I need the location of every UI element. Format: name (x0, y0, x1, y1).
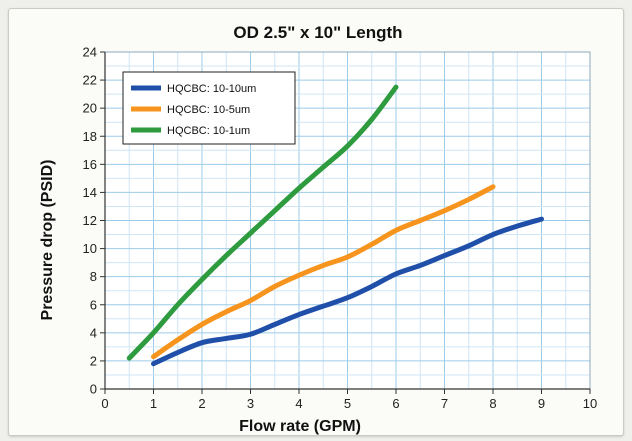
series-layer (126, 84, 544, 367)
series-line-1 (151, 216, 544, 367)
legend-label: HQCBC: 10-1um (167, 125, 250, 137)
x-tick-label: 8 (489, 396, 496, 411)
legend: HQCBC: 10-10um HQCBC: 10-5um HQCBC: 10-1um (122, 71, 296, 145)
y-tick-label: 0 (90, 382, 97, 397)
y-tick-label: 4 (90, 325, 97, 340)
y-tick-label: 16 (83, 157, 97, 172)
chart-title: OD 2.5" x 10" Length (233, 23, 402, 42)
x-tick-label: 3 (247, 396, 254, 411)
x-tick-label: 6 (392, 396, 399, 411)
x-tick-label: 7 (441, 396, 448, 411)
x-tick-label: 1 (150, 396, 157, 411)
y-axis-label: Pressure drop (PSID) (39, 160, 56, 321)
y-tick-label: 8 (90, 269, 97, 284)
legend-label: HQCBC: 10-5um (167, 104, 250, 116)
legend-label: HQCBC: 10-10um (167, 83, 256, 95)
x-tick-label: 10 (583, 396, 597, 411)
y-tick-label: 20 (83, 101, 97, 116)
y-tick-label: 14 (83, 185, 97, 200)
x-tick-label: 5 (344, 396, 351, 411)
x-tick-label: 4 (295, 396, 302, 411)
y-tick-label: 2 (90, 353, 97, 368)
y-tick-label: 22 (83, 73, 97, 88)
y-tick-label: 6 (90, 297, 97, 312)
y-tick-label: 10 (83, 241, 97, 256)
x-tick-label: 2 (198, 396, 205, 411)
y-tick-label: 12 (83, 213, 97, 228)
series-line-2 (151, 184, 496, 360)
y-tick-label: 24 (83, 45, 97, 60)
x-axis-label: Flow rate (GPM) (239, 418, 361, 435)
series-line-3 (126, 84, 399, 361)
y-tick-label: 18 (83, 129, 97, 144)
x-tick-label: 9 (538, 396, 545, 411)
x-tick-label: 0 (101, 396, 108, 411)
